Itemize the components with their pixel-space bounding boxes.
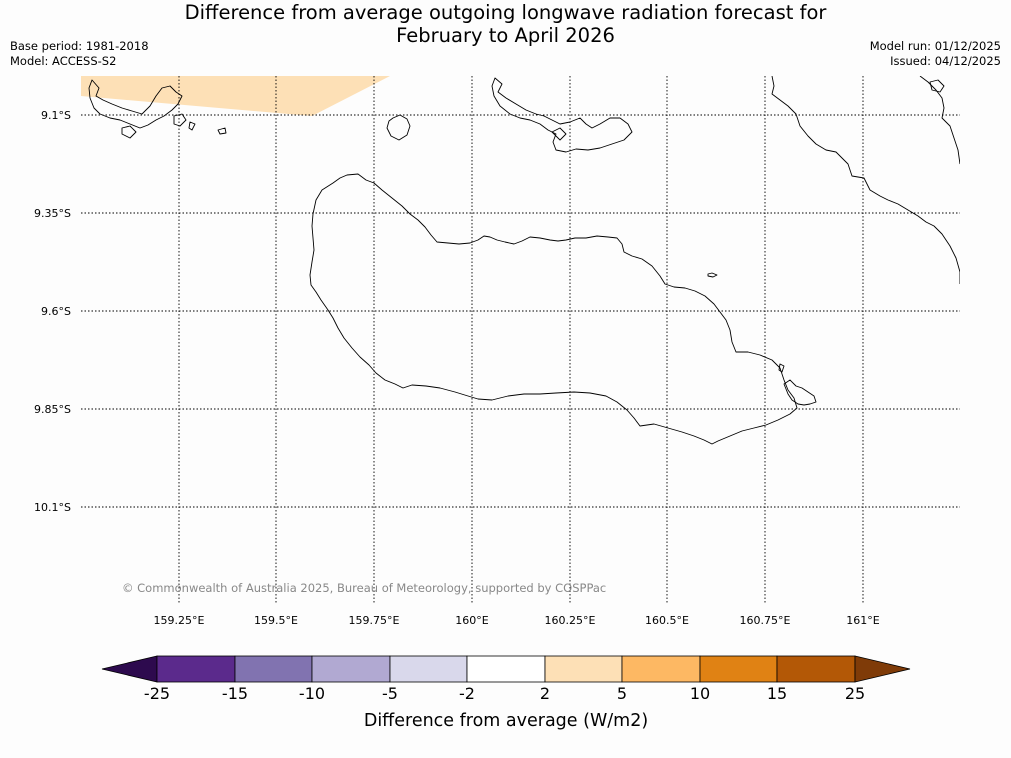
base-period: Base period: 1981-2018	[10, 39, 149, 53]
colorbar-bin	[544, 655, 623, 683]
lon-label: 160.5°E	[645, 614, 689, 627]
gridlines	[81, 76, 960, 604]
colorbar-bin	[311, 655, 391, 683]
lat-label: 10.1°S	[34, 501, 71, 514]
coastline-nggela	[491, 77, 633, 153]
longitude-labels: 159.25°E 159.5°E 159.75°E 160°E 160.25°E…	[154, 614, 880, 627]
colorbar-bin	[466, 655, 546, 683]
map-area	[81, 76, 960, 604]
meta-left: Base period: 1981-2018 Model: ACCESS-S2	[10, 39, 149, 69]
lat-label: 9.85°S	[34, 403, 71, 416]
colorbar-extend-high	[854, 655, 911, 683]
lon-label: 161°E	[846, 614, 879, 627]
colorbar-tick: 25	[845, 684, 865, 703]
colorbar-tick: 5	[617, 684, 627, 703]
coastline-malaita	[771, 76, 960, 284]
copyright-text: © Commonwealth of Australia 2025, Bureau…	[122, 581, 606, 595]
colorbar-bin	[389, 655, 468, 683]
colorbar-tick: 2	[540, 684, 550, 703]
anomaly-region	[81, 76, 390, 116]
coastline-savo	[386, 114, 411, 141]
lon-label: 159.25°E	[154, 614, 205, 627]
colorbar-tick: -10	[299, 684, 325, 703]
model-run: Model run: 01/12/2025	[869, 39, 1001, 53]
colorbar-label: Difference from average (W/m2)	[364, 711, 648, 731]
meta-right: Model run: 01/12/2025 Issued: 04/12/2025	[870, 39, 1001, 69]
colorbar	[101, 655, 911, 683]
colorbar-tick: -15	[222, 684, 248, 703]
coastline-russell-islands	[88, 79, 183, 129]
lat-label: 9.35°S	[34, 207, 71, 220]
colorbar-extend-low	[101, 655, 158, 683]
title-line-2: February to April 2026	[396, 24, 615, 47]
lon-label: 160.25°E	[545, 614, 596, 627]
colorbar-tick: -25	[144, 684, 170, 703]
lat-label: 9.1°S	[41, 109, 71, 122]
colorbar-bin	[699, 655, 778, 683]
lat-label: 9.6°S	[41, 305, 71, 318]
lon-label: 159.5°E	[254, 614, 298, 627]
map-title: Difference from average outgoing longwav…	[0, 1, 1011, 47]
colorbar-bin	[621, 655, 701, 683]
lon-label: 160.75°E	[740, 614, 791, 627]
coastline-islet-east	[707, 272, 718, 278]
colorbar-tick: 15	[767, 684, 787, 703]
colorbar-ticks: -25 -15 -10 -5 -2 2 5 10 15 25	[144, 684, 865, 703]
colorbar-bin	[776, 655, 856, 683]
issued-date: Issued: 04/12/2025	[890, 54, 1001, 68]
colorbar-tick: -5	[382, 684, 398, 703]
model-name: Model: ACCESS-S2	[10, 54, 117, 68]
coastline-guadalcanal	[309, 173, 798, 445]
title-line-1: Difference from average outgoing longwav…	[184, 1, 827, 24]
coastlines	[88, 76, 960, 445]
lon-label: 160°E	[455, 614, 488, 627]
coastline-marau-islands	[783, 379, 817, 406]
latitude-labels: 9.1°S 9.35°S 9.6°S 9.85°S 10.1°S	[34, 109, 71, 514]
colorbar-bin	[234, 655, 313, 683]
colorbar-bin	[156, 655, 236, 683]
colorbar-tick: 10	[690, 684, 710, 703]
colorbar-tick: -2	[459, 684, 475, 703]
lon-label: 159.75°E	[349, 614, 400, 627]
